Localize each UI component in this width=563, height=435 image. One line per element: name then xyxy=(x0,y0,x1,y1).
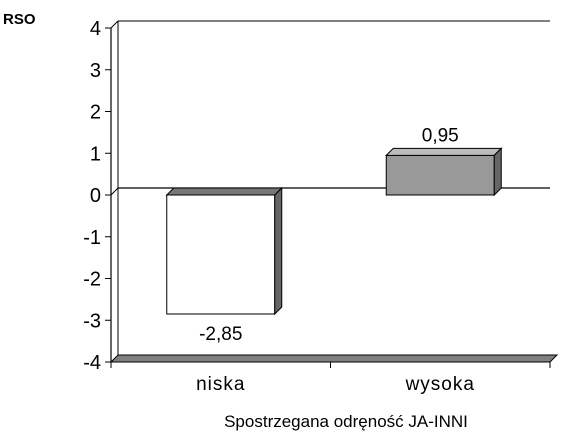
data-label: -2,85 xyxy=(199,324,242,345)
chart-floor-slab xyxy=(109,354,559,363)
y-tick-labels: 4 3 2 1 0 -1 -2 -3 -4 xyxy=(83,18,101,374)
y-tick-label: -2 xyxy=(83,269,101,291)
x-category-labels: niska wysoka xyxy=(196,374,475,395)
chart-floor xyxy=(109,354,559,363)
bar-top-face xyxy=(165,187,283,196)
bar-top-face xyxy=(385,147,503,156)
bar-niska xyxy=(165,186,283,316)
x-axis-label: Spostrzegana odręność JA-INNI xyxy=(224,412,468,431)
category-label: wysoka xyxy=(405,374,475,395)
category-label: niska xyxy=(196,374,245,395)
bar-side-face xyxy=(274,186,283,316)
zero-plane-side xyxy=(110,187,119,196)
bar-side-face xyxy=(493,147,502,197)
wall-top-edge xyxy=(110,20,119,29)
y-tick-label: 1 xyxy=(90,143,101,165)
bar-front xyxy=(166,194,276,315)
y-tick-label: 0 xyxy=(90,185,101,207)
y-tick-label: 2 xyxy=(90,102,101,124)
bar-front xyxy=(385,154,495,196)
y-tick-label: -3 xyxy=(83,310,101,332)
y-tick-label: 4 xyxy=(90,18,101,40)
data-labels: -2,85 0,95 xyxy=(199,125,459,345)
bar-wysoka xyxy=(385,147,503,197)
y-axis-label: RSO xyxy=(3,11,36,28)
y-tick-label: 3 xyxy=(90,60,101,82)
data-label: 0,95 xyxy=(422,125,459,146)
chart-bars xyxy=(165,147,503,316)
y-tick-label: -1 xyxy=(83,227,101,249)
y-tick-label: -4 xyxy=(83,352,101,374)
